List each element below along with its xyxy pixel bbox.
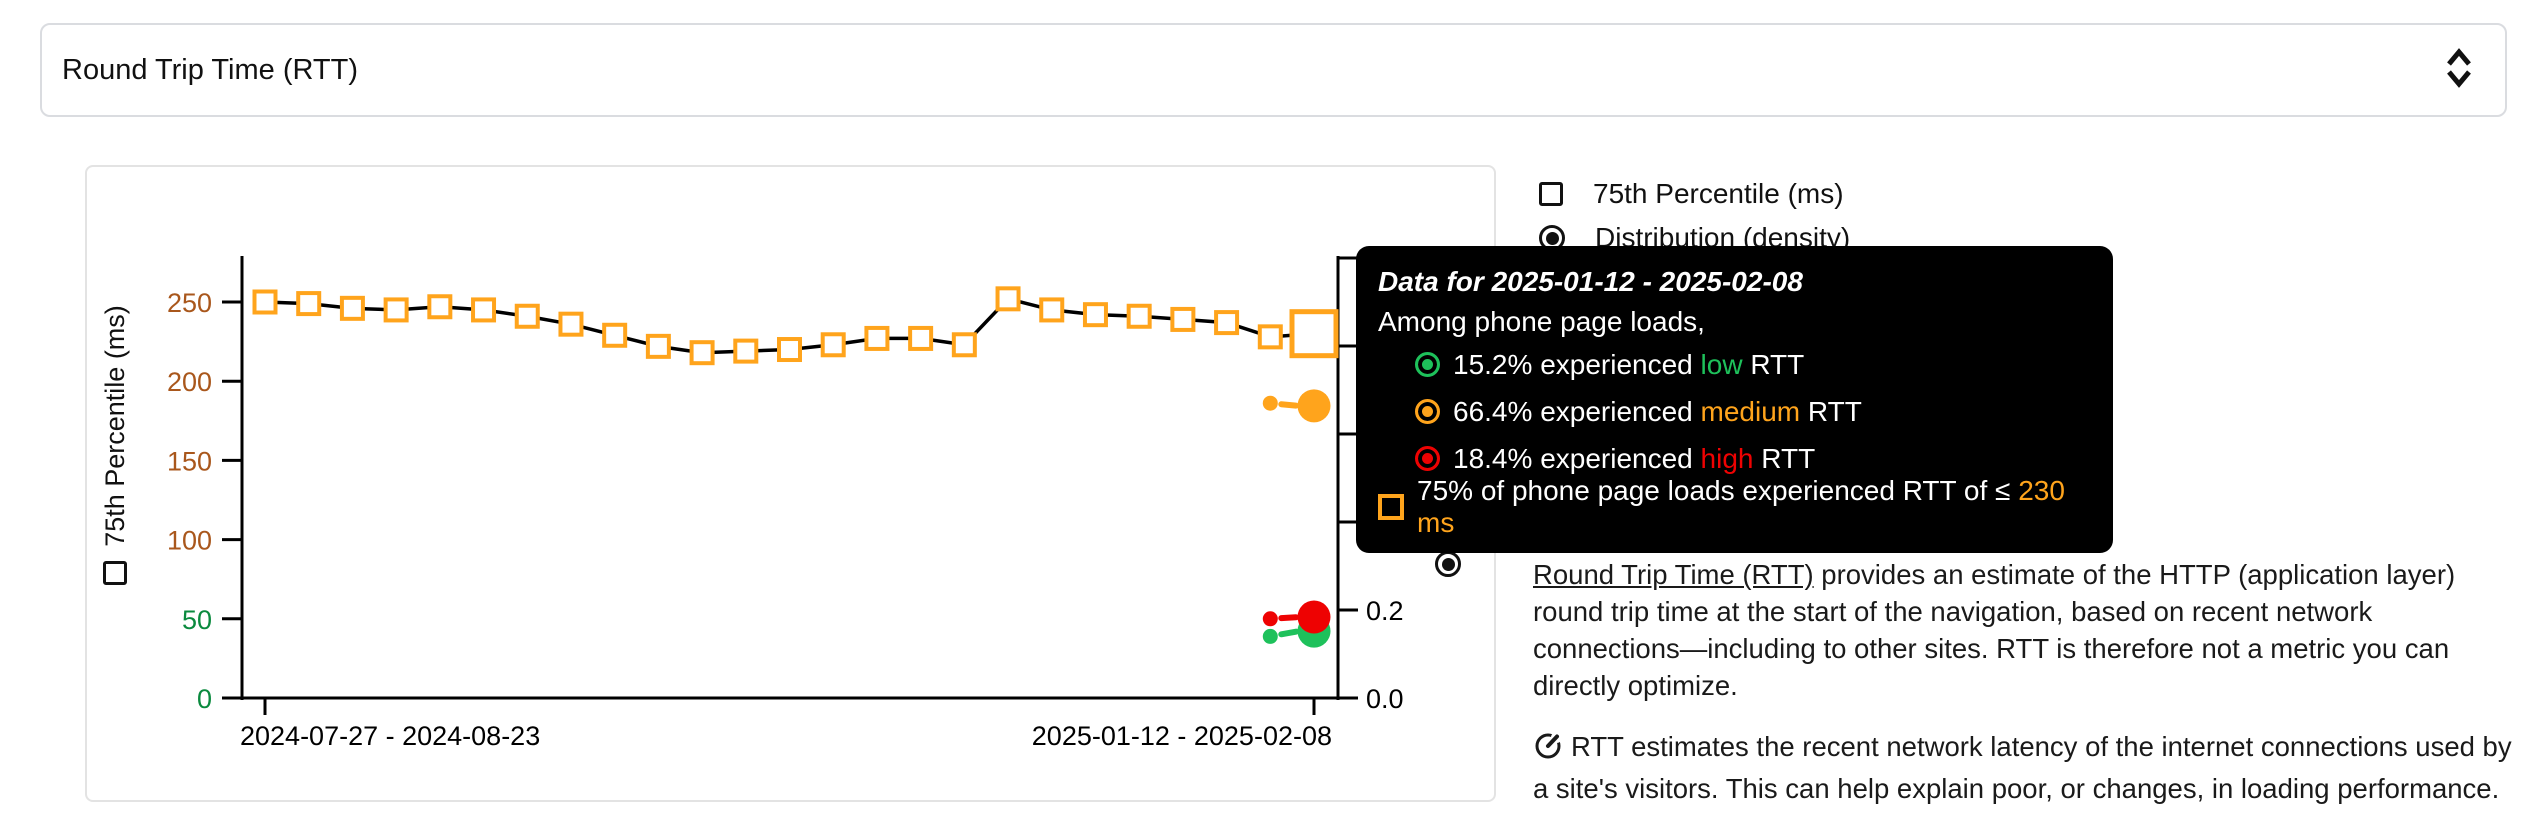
percentile-square-icon bbox=[1378, 494, 1404, 520]
tooltip-row-medium: 66.4% experienced medium RTT bbox=[1378, 388, 2091, 435]
metric-description: Round Trip Time (RTT) provides an estima… bbox=[1533, 556, 2518, 807]
tooltip-row-p75-text: 75% of phone page loads experienced RTT … bbox=[1417, 475, 2065, 538]
speedometer-icon bbox=[1533, 729, 1565, 770]
metric-selector-value: Round Trip Time (RTT) bbox=[62, 53, 358, 86]
tooltip-row-low: 15.2% experienced low RTT bbox=[1378, 341, 2091, 388]
distribution-radio-icon[interactable] bbox=[1435, 551, 1461, 578]
description-paragraph-1: Round Trip Time (RTT) provides an estima… bbox=[1533, 559, 2456, 701]
percentile-checkbox-icon[interactable] bbox=[103, 560, 127, 585]
tooltip-title: Data for 2025-01-12 - 2025-02-08 bbox=[1378, 266, 1803, 297]
rtt-docs-link[interactable]: Round Trip Time (RTT) bbox=[1533, 559, 1814, 590]
chart-tooltip: Data for 2025-01-12 - 2025-02-08 Among p… bbox=[1356, 246, 2113, 553]
tooltip-row-high-text: 18.4% experienced high RTT bbox=[1453, 442, 1816, 474]
tooltip-row-high: 18.4% experienced high RTT bbox=[1378, 435, 2091, 482]
chart-card bbox=[85, 165, 1496, 802]
svg-text:100: 100 bbox=[167, 526, 212, 556]
svg-text:0.0: 0.0 bbox=[1366, 684, 1404, 714]
legend-item-percentile[interactable]: 75th Percentile (ms) bbox=[1539, 172, 1850, 216]
metric-selector-dropdown[interactable]: Round Trip Time (RTT) bbox=[40, 23, 2507, 117]
legend-label-percentile: 75th Percentile (ms) bbox=[1593, 178, 1844, 209]
tooltip-subtitle: Among phone page loads, bbox=[1378, 306, 1705, 337]
high-density-dot-icon bbox=[1415, 446, 1440, 471]
unfold-more-icon[interactable] bbox=[2441, 43, 2477, 98]
tooltip-row-p75: 75% of phone page loads experienced RTT … bbox=[1378, 475, 2091, 538]
medium-density-dot-icon bbox=[1415, 399, 1440, 424]
svg-text:0: 0 bbox=[197, 684, 212, 714]
tooltip-row-low-text: 15.2% experienced low RTT bbox=[1453, 348, 1805, 380]
svg-text:150: 150 bbox=[167, 446, 212, 476]
svg-text:0.2: 0.2 bbox=[1366, 596, 1404, 626]
left-axis-title-label: 75th Percentile (ms) bbox=[99, 305, 130, 547]
low-density-dot-icon bbox=[1415, 352, 1440, 377]
svg-text:250: 250 bbox=[167, 288, 212, 318]
left-axis-title[interactable]: 75th Percentile (ms) bbox=[97, 280, 133, 610]
svg-text:2025-01-12 - 2025-02-08: 2025-01-12 - 2025-02-08 bbox=[1032, 721, 1332, 751]
tooltip-row-medium-text: 66.4% experienced medium RTT bbox=[1453, 395, 1862, 427]
svg-text:200: 200 bbox=[167, 367, 212, 397]
svg-text:50: 50 bbox=[182, 605, 212, 635]
svg-text:2024-07-27 - 2024-08-23: 2024-07-27 - 2024-08-23 bbox=[240, 721, 540, 751]
description-paragraph-2: RTT estimates the recent network latency… bbox=[1533, 729, 2512, 804]
percentile-checkbox-icon[interactable] bbox=[1539, 182, 1563, 206]
